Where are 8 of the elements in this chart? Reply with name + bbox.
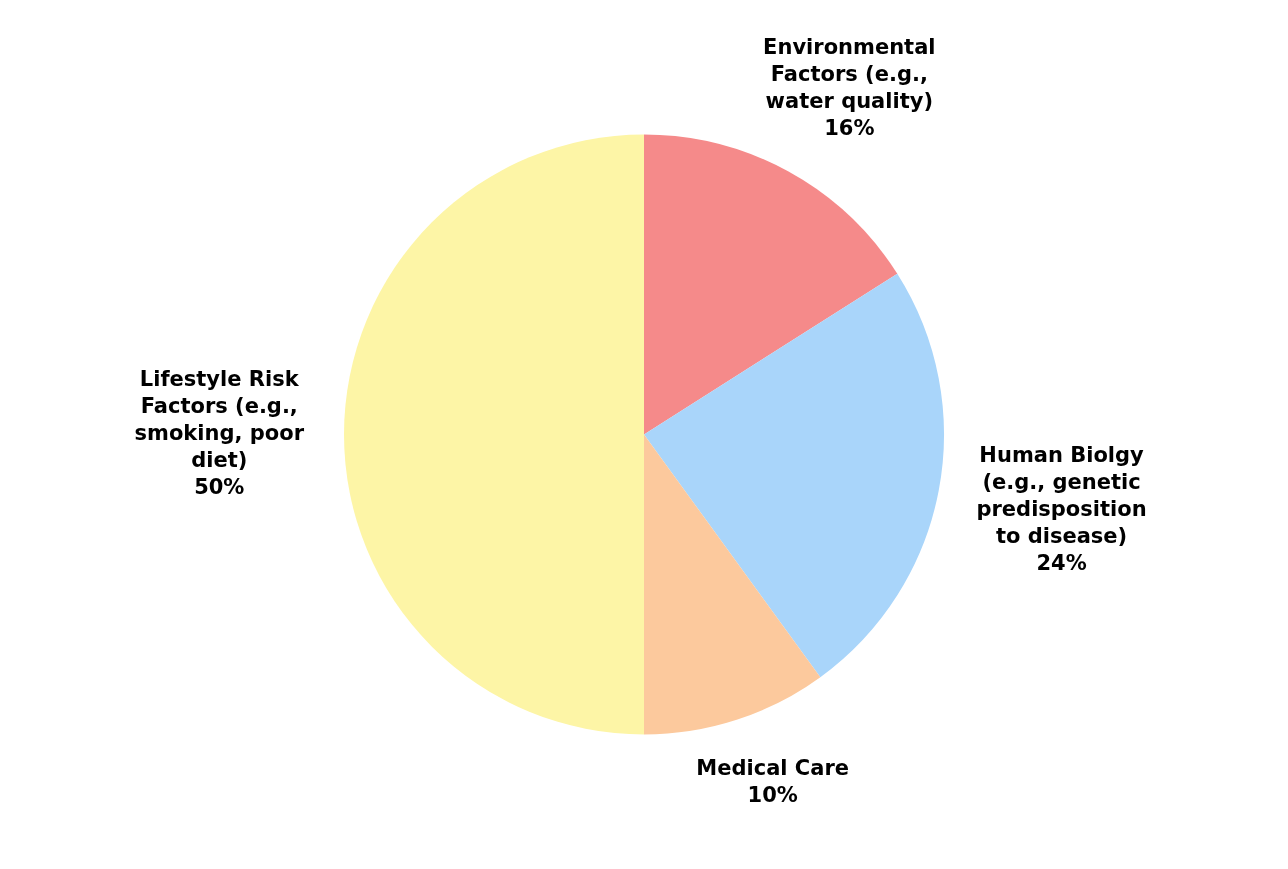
- data-label: 16%: [824, 116, 875, 141]
- slice-label: Medical Care: [696, 756, 849, 781]
- data-label: 50%: [194, 474, 245, 499]
- data-label: 24%: [1036, 551, 1087, 576]
- slice-label: Human Biolgy (e.g., genetic predisposition to disease): [976, 443, 1147, 549]
- data-label: 10%: [747, 783, 798, 808]
- slice-label: Lifestyle Risk Factors (e.g., smoking, poor diet): [134, 366, 305, 472]
- slice-label: Environmental Factors (e.g., water quality): [763, 35, 936, 114]
